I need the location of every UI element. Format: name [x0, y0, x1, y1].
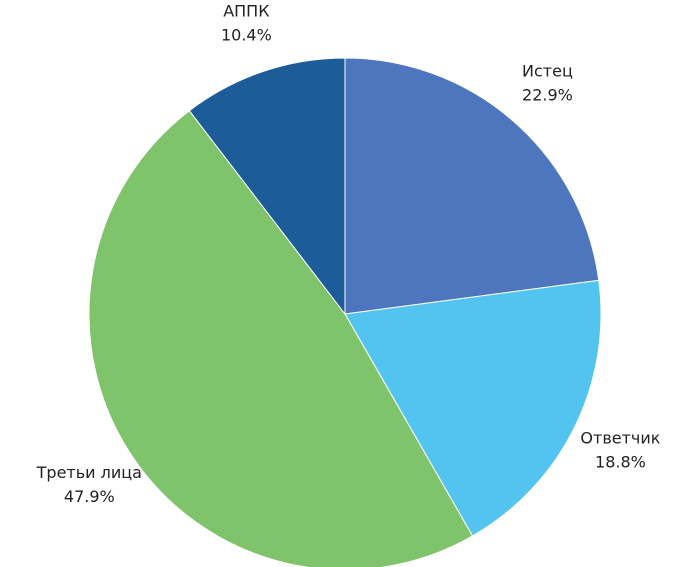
slice-label: Ответчик [580, 429, 660, 448]
slice-label: Третьи лица [36, 463, 142, 482]
slice-label: Истец [522, 61, 573, 80]
slice-value-label: 10.4% [221, 26, 272, 45]
pie-slice [88, 110, 474, 567]
pie-slice [188, 57, 346, 316]
slice-value-label: 18.8% [595, 453, 646, 472]
slice-value-label: 47.9% [64, 487, 115, 506]
slice-label: АППК [223, 2, 270, 21]
pie-slice [344, 279, 602, 537]
pie-slice [344, 57, 600, 315]
slice-value-label: 22.9% [522, 85, 573, 104]
